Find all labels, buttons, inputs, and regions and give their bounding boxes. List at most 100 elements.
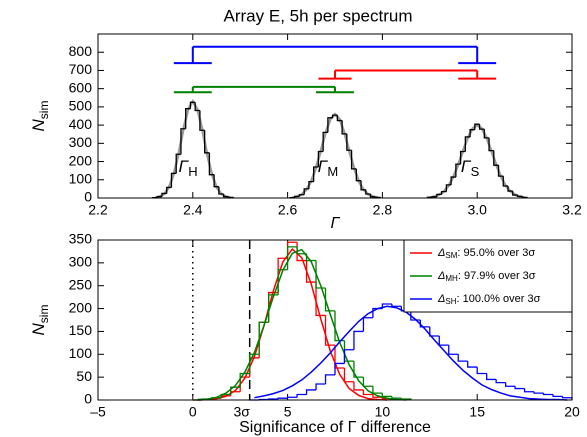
histogram-bin bbox=[308, 180, 314, 189]
y-axis-symbol: N bbox=[29, 118, 48, 131]
legend-subscript: SH bbox=[445, 297, 456, 306]
histogram-bin bbox=[230, 386, 241, 395]
histogram-bin bbox=[296, 246, 307, 255]
histogram-bin bbox=[166, 186, 172, 194]
histogram-bin bbox=[467, 361, 478, 368]
histogram-bin bbox=[507, 185, 513, 192]
histogram-bin bbox=[502, 176, 509, 187]
y-tick-label: 600 bbox=[69, 79, 93, 95]
y-axis-label: Nsim bbox=[29, 305, 51, 336]
histogram-bin bbox=[474, 123, 480, 130]
x-tick-label: 2.2 bbox=[88, 202, 108, 218]
histogram-bin bbox=[542, 393, 554, 396]
y-tick-label: 150 bbox=[69, 322, 93, 338]
histogram-bin bbox=[218, 186, 224, 195]
x-tick-label: 2.8 bbox=[373, 202, 393, 218]
histogram-bin bbox=[194, 102, 200, 112]
fit-curve bbox=[254, 305, 568, 401]
histogram-bin bbox=[469, 129, 475, 137]
fit-curve bbox=[429, 123, 525, 199]
plot-frame bbox=[97, 33, 573, 199]
peak-symbol: Γ bbox=[461, 157, 472, 176]
y-tick-label: 700 bbox=[69, 61, 93, 77]
histogram-bin bbox=[365, 189, 371, 195]
reference-label: 3σ bbox=[233, 404, 250, 420]
histogram-bin bbox=[362, 377, 373, 387]
histogram-bin bbox=[189, 101, 196, 109]
histogram-bin bbox=[346, 133, 352, 151]
y-tick-label: 250 bbox=[69, 276, 93, 292]
histogram-bin bbox=[298, 194, 305, 197]
chart-title: Array E, 5h per spectrum bbox=[224, 6, 413, 25]
histogram-bin bbox=[185, 108, 191, 129]
histogram-bin bbox=[277, 269, 288, 295]
x-tick-label: 5 bbox=[284, 404, 292, 420]
histogram-bin bbox=[436, 193, 442, 197]
histogram-bin bbox=[341, 120, 347, 135]
histogram-bin bbox=[170, 172, 177, 188]
legend-text: : 95.0% over 3σ bbox=[457, 247, 535, 259]
histogram-bin bbox=[331, 114, 338, 118]
histogram-bin bbox=[324, 288, 335, 312]
peak-label: ΓM bbox=[318, 157, 339, 179]
plot-frame bbox=[97, 239, 573, 401]
x-tick-label: –5 bbox=[90, 404, 106, 420]
histogram-bin bbox=[381, 393, 392, 397]
histogram-bin bbox=[552, 394, 563, 397]
histogram-bin bbox=[180, 128, 186, 155]
histogram-bin bbox=[457, 354, 468, 362]
histogram-bin bbox=[429, 326, 440, 337]
histogram-bin bbox=[315, 282, 326, 317]
legend-text: : 97.9% over 3σ bbox=[458, 270, 536, 282]
histogram-bin bbox=[362, 317, 373, 332]
peak-subscript: S bbox=[471, 164, 480, 179]
histogram-bin bbox=[504, 382, 516, 387]
legend-symbol: Δ bbox=[437, 293, 445, 305]
x-tick-label: 10 bbox=[375, 404, 391, 420]
histogram-bin bbox=[317, 150, 324, 168]
histogram-bin bbox=[478, 124, 485, 130]
histogram-bin bbox=[336, 115, 343, 122]
legend-subscript: MH bbox=[445, 274, 458, 283]
x-axis-label: Significance of Γ difference bbox=[239, 419, 431, 436]
histogram-bin bbox=[222, 193, 229, 198]
legend-label: ΔMH: 97.9% over 3σ bbox=[437, 270, 536, 283]
fit-curve bbox=[154, 98, 231, 199]
y-tick-label: 100 bbox=[69, 170, 93, 186]
x-tick-label: 2.6 bbox=[278, 202, 298, 218]
fit-curve bbox=[197, 248, 407, 401]
histogram-bin bbox=[343, 349, 354, 364]
y-tick-label: 300 bbox=[69, 254, 93, 270]
histogram-bin bbox=[448, 345, 459, 355]
histogram-bin bbox=[450, 176, 456, 185]
histogram-bin bbox=[315, 260, 326, 289]
histogram-bin bbox=[459, 150, 466, 165]
x-tick-label: 20 bbox=[564, 404, 580, 420]
histogram-bin bbox=[156, 195, 162, 198]
histogram-bin bbox=[362, 389, 373, 396]
y-tick-label: 100 bbox=[69, 345, 93, 361]
histogram-bin bbox=[353, 381, 364, 391]
histogram-bin bbox=[315, 383, 326, 390]
histogram-bin bbox=[445, 184, 452, 192]
histogram-bin bbox=[204, 130, 210, 154]
legend-subscript: SM bbox=[445, 251, 457, 260]
y-tick-label: 500 bbox=[69, 98, 93, 114]
histogram-bin bbox=[391, 396, 402, 399]
histogram-bin bbox=[360, 180, 366, 191]
histogram-bin bbox=[410, 310, 421, 321]
histogram-bin bbox=[369, 193, 376, 198]
histogram-bin bbox=[277, 397, 288, 400]
histogram-bin bbox=[334, 310, 345, 342]
histogram-bin bbox=[455, 163, 461, 178]
histogram-bin bbox=[313, 166, 319, 182]
x-tick-label: 15 bbox=[469, 404, 485, 420]
histogram-bin bbox=[175, 153, 181, 174]
fit-curve bbox=[292, 112, 378, 199]
histogram-bin bbox=[486, 373, 497, 381]
histogram-bin bbox=[488, 137, 494, 152]
histogram-bin bbox=[303, 188, 309, 195]
histogram-bin bbox=[419, 320, 430, 328]
peak-label: ΓH bbox=[179, 157, 198, 179]
